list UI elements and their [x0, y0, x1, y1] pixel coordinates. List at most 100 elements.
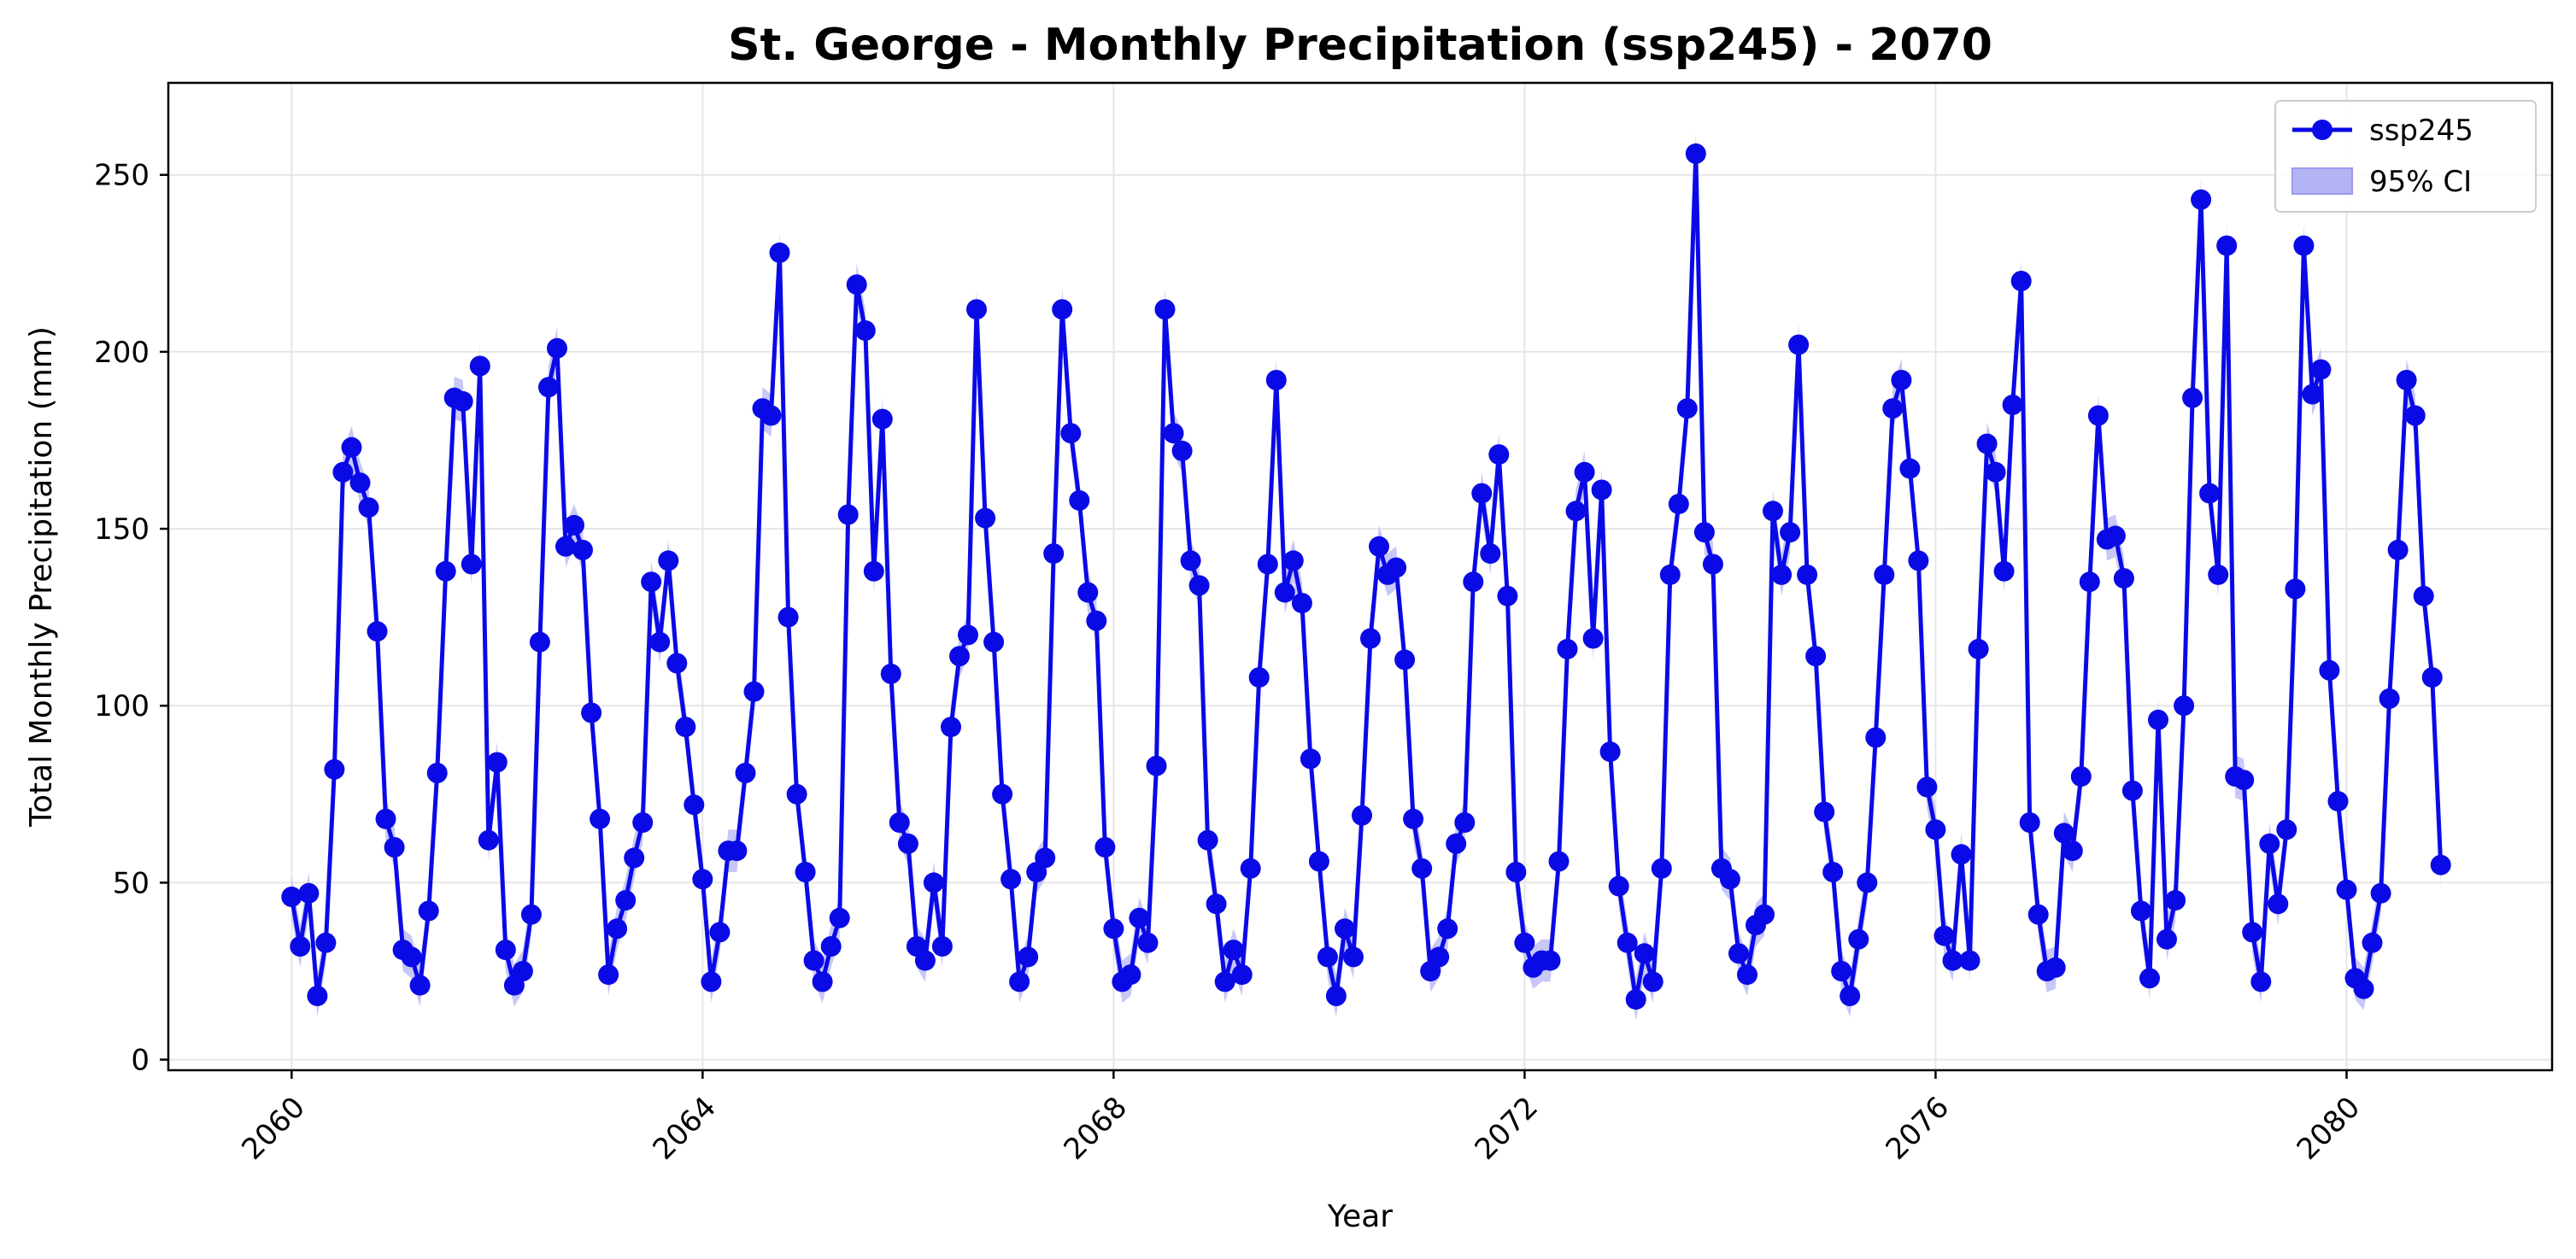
data-point [658, 550, 679, 571]
data-point [871, 408, 893, 430]
data-point [1771, 564, 1793, 585]
data-point [1154, 299, 1176, 320]
data-point [1009, 971, 1030, 993]
y-tick-label: 0 [131, 1044, 150, 1078]
data-point [426, 763, 448, 783]
data-point [2027, 904, 2049, 925]
data-point [1386, 557, 1407, 578]
data-point [880, 663, 901, 684]
data-point [2413, 585, 2434, 606]
data-point [2353, 978, 2374, 999]
data-point [1291, 593, 1312, 614]
y-axis-label: Total Monthly Precipitation (mm) [24, 326, 59, 828]
data-point [2319, 659, 2340, 681]
data-point [547, 337, 567, 359]
data-point [1248, 667, 1270, 688]
data-point [1676, 398, 1698, 419]
data-point [2216, 235, 2238, 256]
data-point [2019, 812, 2040, 833]
data-point [1788, 334, 1810, 355]
data-point [1223, 940, 1244, 961]
data-point [1471, 483, 1493, 504]
data-point [2387, 539, 2409, 560]
data-point [2148, 709, 2168, 730]
data-point [1446, 833, 1467, 854]
data-point [1171, 440, 1193, 461]
data-point [786, 783, 807, 805]
data-point [1882, 398, 1904, 419]
data-point [2131, 900, 2151, 922]
data-point [795, 862, 816, 882]
data-point [1180, 550, 1201, 571]
data-point [2104, 525, 2126, 547]
data-point [1035, 847, 1056, 869]
data-point [983, 631, 1005, 653]
data-point [2421, 667, 2443, 688]
data-point [897, 833, 918, 854]
data-point [1077, 582, 1099, 603]
data-point [2302, 384, 2323, 405]
data-point [2233, 770, 2255, 791]
data-point [615, 890, 637, 911]
data-point [2165, 890, 2186, 911]
data-point [1933, 925, 1955, 946]
series-line [289, 151, 2444, 1002]
data-point [1343, 946, 1364, 968]
data-point [2310, 359, 2332, 380]
data-point [478, 829, 499, 851]
data-point [1874, 564, 1895, 585]
data-point [1608, 875, 1629, 897]
data-point [401, 946, 422, 968]
data-point [1857, 872, 1878, 893]
data-point [1822, 862, 1844, 882]
data-point [632, 812, 654, 833]
data-point [829, 907, 850, 928]
data-point [1634, 943, 1655, 964]
data-point [1848, 928, 1869, 950]
data-point [1659, 564, 1681, 585]
data-point [1908, 550, 1929, 571]
legend-label-ci: 95% CI [2369, 165, 2472, 199]
data-point [1325, 986, 1347, 1006]
data-point [1274, 582, 1295, 603]
data-point [1719, 869, 1740, 890]
legend-label-ssp245: ssp245 [2369, 114, 2473, 148]
data-point [1352, 805, 1372, 826]
data-point [2139, 968, 2160, 989]
data-point [2379, 688, 2400, 709]
data-point [1865, 727, 1887, 748]
data-point [666, 653, 688, 674]
data-point [495, 940, 516, 961]
data-point [863, 560, 884, 582]
data-point [914, 950, 936, 971]
data-point [1728, 943, 1749, 964]
data-point [1265, 370, 1287, 390]
data-point [1959, 950, 1980, 971]
data-point [1831, 961, 1852, 981]
data-point [854, 320, 876, 341]
data-point [2208, 564, 2229, 585]
data-point [418, 900, 439, 922]
data-point [992, 783, 1013, 805]
legend-marker-swatch [2312, 120, 2332, 140]
data-point [1052, 299, 1073, 320]
data-point [298, 882, 320, 904]
data-point [684, 794, 705, 816]
data-point [2242, 922, 2263, 943]
data-point [2010, 271, 2032, 291]
data-point [2121, 780, 2143, 801]
data-point [1651, 858, 1672, 879]
data-point [2079, 571, 2100, 593]
data-point [1599, 741, 1621, 763]
y-tick-label: 200 [94, 336, 150, 370]
data-point [324, 758, 345, 780]
data-point [1411, 858, 1433, 879]
data-point [2336, 879, 2357, 900]
data-point [1480, 543, 1501, 565]
data-point [469, 355, 490, 377]
data-point [2156, 928, 2177, 950]
data-point [1206, 893, 1227, 915]
data-point [2045, 957, 2066, 978]
chart-title: St. George - Monthly Precipitation (ssp2… [728, 20, 1992, 71]
data-point [1308, 851, 1329, 872]
